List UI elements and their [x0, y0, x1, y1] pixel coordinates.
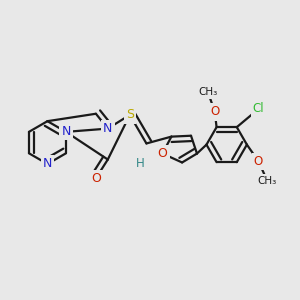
Text: O: O — [254, 155, 263, 168]
Text: CH₃: CH₃ — [198, 87, 218, 97]
Text: N: N — [43, 158, 52, 170]
Text: H: H — [136, 157, 145, 170]
Text: CH₃: CH₃ — [258, 176, 277, 186]
Text: Cl: Cl — [253, 103, 264, 116]
Text: S: S — [126, 108, 134, 122]
Text: O: O — [158, 147, 167, 160]
Text: N: N — [61, 125, 71, 138]
Text: O: O — [210, 106, 219, 118]
Text: N: N — [103, 122, 112, 135]
Text: O: O — [91, 172, 101, 185]
